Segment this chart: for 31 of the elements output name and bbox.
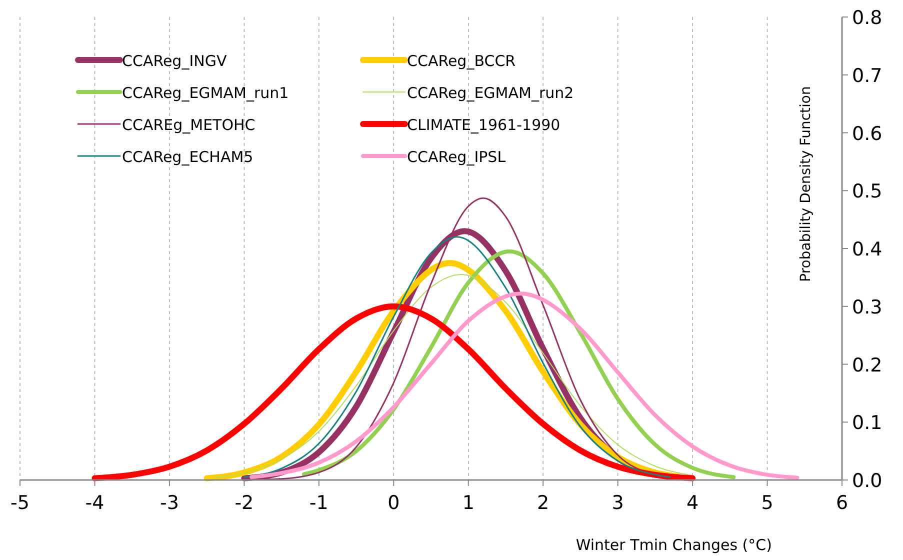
y-axis-title: Probability Density Function (798, 86, 814, 282)
y-tick-label: 0.2 (852, 354, 882, 376)
y-tick-label: 0.8 (852, 7, 882, 29)
y-tick-label: 0.1 (852, 412, 882, 434)
legend-label: CCAReg_EGMAM_run1 (122, 84, 289, 102)
legend-label: CCAREg_METOHC (122, 116, 256, 134)
legend-label: CCAReg_ECHAM5 (122, 148, 254, 166)
x-tick-label: -4 (85, 492, 104, 514)
x-tick-label: -1 (309, 492, 328, 514)
y-tick-label: 0.6 (852, 122, 882, 145)
legend-label: CLIMATE_1961-1990 (407, 116, 560, 134)
y-tick-label: 0.0 (852, 470, 882, 492)
y-tick-label: 0.7 (852, 64, 882, 87)
x-tick-label: 2 (537, 492, 550, 514)
x-tick-label: 1 (462, 492, 474, 514)
legend-label: CCAReg_EGMAM_run2 (407, 84, 574, 102)
x-tick-label: 5 (761, 492, 774, 514)
y-tick-label: 0.5 (852, 180, 882, 203)
x-tick-label: 3 (612, 492, 624, 514)
legend-label: CCAReg_BCCR (407, 52, 516, 70)
x-tick-label: -2 (234, 492, 254, 514)
x-tick-label: -5 (10, 492, 30, 514)
x-tick-label: -3 (160, 492, 179, 514)
y-tick-label: 0.4 (852, 238, 882, 260)
x-tick-label: 6 (836, 492, 848, 514)
x-tick-label: 0 (388, 492, 400, 514)
x-tick-label: 4 (686, 492, 699, 514)
legend-label: CCAReg_INGV (122, 52, 228, 70)
x-axis-title: Winter Tmin Changes (°C) (576, 536, 772, 554)
y-tick-label: 0.3 (852, 296, 882, 318)
legend-label: CCAReg_IPSL (407, 148, 506, 166)
